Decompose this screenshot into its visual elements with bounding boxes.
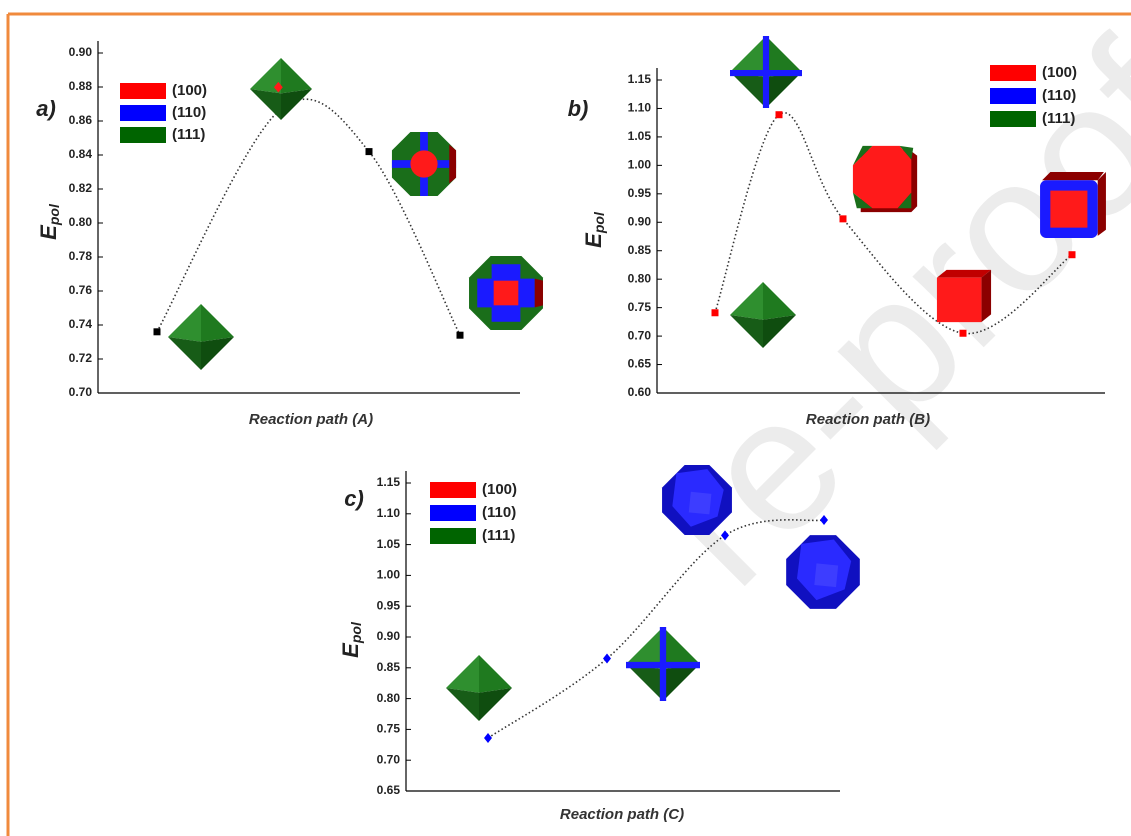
y-tick-label: 0.95 [377, 598, 401, 612]
legend-swatch [430, 528, 476, 544]
y-tick-label: 0.76 [69, 283, 93, 297]
y-tick-label: 0.84 [69, 147, 93, 161]
point [484, 733, 492, 743]
y-axis-label-sub: pol [591, 211, 607, 234]
legend-label: (110) [1042, 87, 1076, 104]
y-tick-label: 0.80 [628, 271, 652, 285]
y-tick-label: 0.70 [69, 385, 93, 399]
y-tick-label: 0.90 [377, 629, 401, 643]
y-axis-label-main: E [581, 232, 606, 248]
y-tick-label: 0.85 [377, 660, 401, 674]
legend-swatch [120, 127, 166, 143]
y-tick-label: 0.78 [69, 249, 93, 263]
legend-label: (111) [482, 527, 515, 544]
y-tick-label: 1.10 [377, 506, 401, 520]
x-axis-label: Reaction path (B) [806, 411, 930, 428]
figure: re-proofs 0.700.720.740.760.780.800.820.… [0, 0, 1131, 836]
y-tick-label: 1.10 [628, 101, 652, 115]
legend-label: (111) [1042, 110, 1075, 127]
point [1069, 251, 1076, 258]
legend-swatch [990, 111, 1036, 127]
y-axis-label-main: E [338, 642, 363, 658]
y-tick-label: 0.85 [628, 243, 652, 257]
point [840, 215, 847, 222]
legend-swatch [430, 505, 476, 521]
legend-label: (111) [172, 126, 205, 143]
panel-label: c) [344, 486, 364, 511]
y-axis-label: Epol [36, 203, 62, 240]
legend-swatch [120, 83, 166, 99]
legend-label: (100) [482, 481, 517, 498]
y-axis-label-sub: pol [348, 621, 364, 644]
panel-label: a) [36, 96, 56, 121]
y-tick-label: 0.70 [377, 752, 401, 766]
y-tick-label: 1.00 [377, 568, 401, 582]
legend-swatch [430, 482, 476, 498]
y-tick-label: 0.80 [377, 691, 401, 705]
point [712, 309, 719, 316]
y-tick-label: 0.82 [69, 181, 93, 195]
y-tick-label: 0.72 [69, 351, 93, 365]
y-tick-label: 0.60 [628, 385, 652, 399]
y-axis-label: Epol [338, 621, 364, 658]
point [366, 148, 373, 155]
point [457, 332, 464, 339]
y-tick-label: 0.74 [69, 317, 93, 331]
y-tick-label: 0.80 [69, 215, 93, 229]
y-tick-label: 1.15 [628, 72, 652, 86]
y-tick-label: 0.88 [69, 79, 93, 93]
y-tick-label: 1.15 [377, 475, 401, 489]
y-tick-label: 0.65 [377, 783, 401, 797]
y-tick-label: 0.86 [69, 113, 93, 127]
legend-label: (100) [172, 82, 207, 99]
x-axis-label: Reaction path (A) [249, 411, 373, 428]
y-tick-label: 1.05 [377, 537, 401, 551]
y-tick-label: 0.75 [628, 300, 652, 314]
legend-swatch [990, 65, 1036, 81]
legend-label: (110) [172, 104, 206, 121]
y-axis-label-main: E [36, 224, 61, 240]
legend-swatch [120, 105, 166, 121]
legend-swatch [990, 88, 1036, 104]
y-tick-label: 0.95 [628, 186, 652, 200]
point [154, 328, 161, 335]
x-axis-label: Reaction path (C) [560, 806, 684, 823]
point [603, 654, 611, 664]
y-tick-label: 0.75 [377, 722, 401, 736]
y-tick-label: 1.00 [628, 158, 652, 172]
y-axis-label-sub: pol [46, 203, 62, 226]
y-tick-label: 0.70 [628, 328, 652, 342]
point [776, 111, 783, 118]
y-tick-label: 0.90 [69, 45, 93, 59]
y-tick-label: 0.90 [628, 214, 652, 228]
panel-label: b) [568, 96, 589, 121]
y-tick-label: 1.05 [628, 129, 652, 143]
point [960, 330, 967, 337]
legend-label: (100) [1042, 64, 1077, 81]
y-axis-label: Epol [581, 211, 607, 248]
legend-label: (110) [482, 504, 516, 521]
y-tick-label: 0.65 [628, 357, 652, 371]
